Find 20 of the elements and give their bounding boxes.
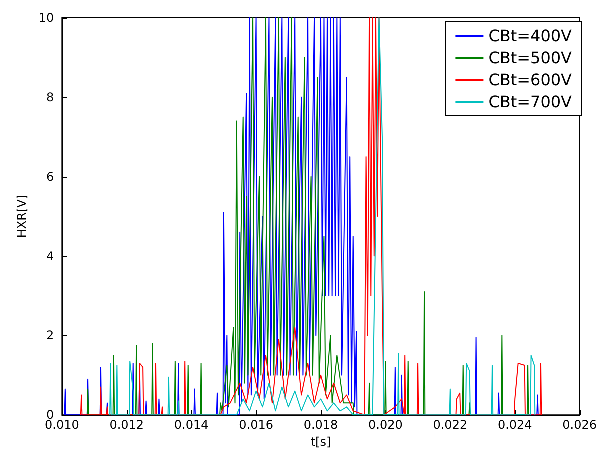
x-tick-label: 0.022	[433, 418, 468, 432]
legend-label: CBt=600V	[488, 70, 572, 90]
y-tick-label: 4	[46, 249, 54, 264]
legend-label: CBt=400V	[488, 26, 572, 46]
y-tick-label: 10	[38, 11, 54, 25]
x-tick-label: 0.026	[562, 418, 598, 432]
y-tick-label: 2	[46, 328, 54, 343]
legend-label: CBt=700V	[488, 92, 572, 112]
x-tick-label: 0.012	[110, 418, 144, 432]
legend-label: CBt=500V	[488, 48, 572, 68]
y-tick-label: 6	[46, 170, 54, 184]
y-axis-title: HXR[V]	[15, 194, 29, 238]
x-tick-label: 0.024	[498, 418, 532, 432]
x-tick-label: 0.016	[239, 418, 274, 432]
x-tick-label: 0.010	[44, 418, 80, 432]
x-tick-label: 0.018	[304, 418, 338, 432]
y-tick-label: 8	[46, 90, 54, 104]
x-axis-title: t[s]	[310, 435, 332, 449]
x-tick-label: 0.020	[368, 418, 403, 432]
x-tick-label: 0.014	[174, 418, 209, 432]
